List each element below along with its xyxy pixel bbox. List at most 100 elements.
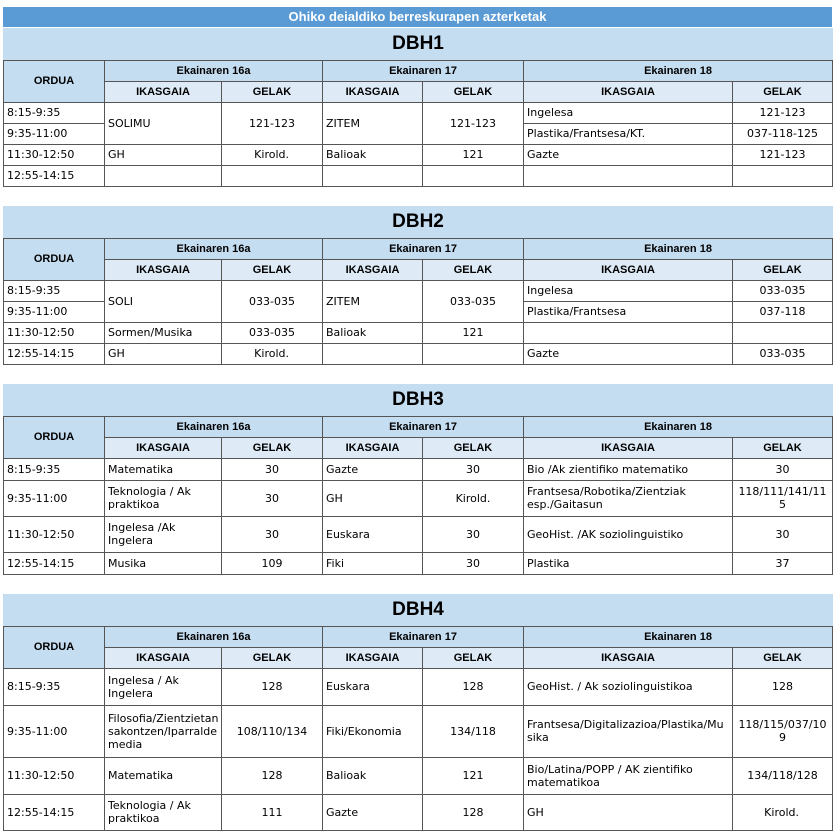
room-cell: Kirold.	[221, 342, 323, 365]
time-cell: 12:55-14:15	[3, 164, 105, 187]
subject-cell: Balioak	[322, 143, 423, 166]
subject-cell: GH	[322, 479, 423, 517]
dbh3-title: DBH3	[3, 384, 833, 417]
table-row: 11:30-12:50 Matematika 128 Balioak 121 B…	[3, 756, 833, 795]
subject-cell: Matematika	[104, 457, 222, 481]
ordua-header: ORDUA	[3, 415, 105, 459]
subject-cell: Matematika	[104, 756, 222, 795]
room-cell: 134/118	[422, 704, 524, 758]
subject-cell: Euskara	[322, 515, 423, 553]
subject-cell: Plastika/Frantsesa/KT.	[523, 122, 733, 145]
gelak-header: GELAK	[732, 646, 833, 669]
ikasgaia-header: IKASGAIA	[104, 436, 222, 459]
ikasgaia-header: IKASGAIA	[523, 80, 733, 103]
subject-cell: Ingelesa	[523, 279, 733, 302]
page-banner: Ohiko deialdiko berreskurapen azterketak	[3, 7, 832, 28]
table-row: 12:55-14:15 Musika 109 Fiki 30 Plastika …	[3, 551, 833, 575]
gelak-header: GELAK	[422, 80, 524, 103]
time-cell: 9:35-11:00	[3, 300, 105, 323]
room-cell: 128	[422, 667, 524, 706]
subject-cell: ZITEM	[322, 101, 423, 145]
room-cell: 037-118-125	[732, 122, 833, 145]
table-row: 8:15-9:35 SOLIMU 121-123 ZITEM 121-123 I…	[3, 101, 833, 145]
subject-cell: Teknologia / Ak praktikoa	[104, 793, 222, 831]
subject-cell: Gazte	[523, 342, 733, 365]
ikasgaia-header: IKASGAIA	[523, 258, 733, 281]
dbh4-table: DBH4 ORDUA Ekainaren 16a Ekainaren 17 Ek…	[3, 594, 833, 831]
subject-cell: Balioak	[322, 756, 423, 795]
ikasgaia-header: IKASGAIA	[322, 646, 423, 669]
room-cell: 121-123	[221, 101, 323, 145]
day-header: Ekainaren 17	[322, 237, 524, 260]
subject-cell: Fiki/Ekonomia	[322, 704, 423, 758]
room-cell: Kirold.	[221, 143, 323, 166]
ikasgaia-header: IKASGAIA	[104, 646, 222, 669]
room-cell: 128	[732, 667, 833, 706]
room-cell: 30	[422, 515, 524, 553]
room-cell: 033-035	[221, 279, 323, 323]
dbh2-section: DBH2 ORDUA Ekainaren 16a Ekainaren 17 Ek…	[3, 206, 833, 365]
dbh2-title: DBH2	[3, 206, 833, 239]
time-cell: 8:15-9:35	[3, 101, 105, 124]
table-row: 9:35-11:00 Plastika/Frantsesa 037-118	[3, 300, 833, 323]
room-cell: 128	[221, 756, 323, 795]
subject-cell: GeoHist. / Ak soziolinguistikoa	[523, 667, 733, 706]
room-cell: 30	[221, 515, 323, 553]
subject-cell: Ingelesa	[523, 101, 733, 124]
gelak-header: GELAK	[422, 646, 524, 669]
table-row: 11:30-12:50 Ingelesa /Ak Ingelera 30 Eus…	[3, 515, 833, 553]
table-row: 8:15-9:35 Ingelesa / Ak Ingelera 128 Eus…	[3, 667, 833, 706]
time-cell: 11:30-12:50	[3, 515, 105, 553]
day-header: Ekainaren 18	[523, 237, 833, 260]
subject-cell: GeoHist. /AK soziolinguistiko	[523, 515, 733, 553]
subject-cell: Plastika/Frantsesa	[523, 300, 733, 323]
subject-cell: SOLI	[104, 279, 222, 323]
day-header: Ekainaren 17	[322, 415, 524, 438]
room-cell	[732, 321, 833, 344]
subject-cell	[322, 342, 423, 365]
table-row: 12:55-14:15	[3, 164, 833, 187]
time-cell: 9:35-11:00	[3, 704, 105, 758]
ikasgaia-header: IKASGAIA	[322, 258, 423, 281]
room-cell: Kirold.	[422, 479, 524, 517]
day-header: Ekainaren 16a	[104, 59, 323, 82]
gelak-header: GELAK	[422, 436, 524, 459]
table-row: 11:30-12:50 Sormen/Musika 033-035 Balioa…	[3, 321, 833, 344]
dbh3-section: DBH3 ORDUA Ekainaren 16a Ekainaren 17 Ek…	[3, 384, 833, 575]
subject-cell: GH	[523, 793, 733, 831]
ikasgaia-header: IKASGAIA	[104, 80, 222, 103]
subject-cell	[523, 164, 733, 187]
table-row: 8:15-9:35 Matematika 30 Gazte 30 Bio /Ak…	[3, 457, 833, 481]
subject-cell: Bio /Ak zientifiko matematiko	[523, 457, 733, 481]
time-cell: 12:55-14:15	[3, 342, 105, 365]
subject-cell: Euskara	[322, 667, 423, 706]
time-cell: 9:35-11:00	[3, 479, 105, 517]
table-row: 11:30-12:50 GH Kirold. Balioak 121 Gazte…	[3, 143, 833, 166]
day-header: Ekainaren 16a	[104, 237, 323, 260]
gelak-header: GELAK	[732, 436, 833, 459]
room-cell: 30	[422, 457, 524, 481]
table-row: 9:35-11:00 Filosofia/Zientzietan sakontz…	[3, 704, 833, 758]
subject-cell: Plastika	[523, 551, 733, 575]
room-cell: 121	[422, 321, 524, 344]
room-cell: 128	[221, 667, 323, 706]
room-cell: 121-123	[732, 143, 833, 166]
room-cell: 30	[221, 479, 323, 517]
dbh3-table: DBH3 ORDUA Ekainaren 16a Ekainaren 17 Ek…	[3, 384, 833, 575]
room-cell: Kirold.	[732, 793, 833, 831]
subject-cell	[523, 321, 733, 344]
subject-cell: GH	[104, 143, 222, 166]
room-cell: 111	[221, 793, 323, 831]
dbh4-title: DBH4	[3, 594, 833, 627]
room-cell	[422, 342, 524, 365]
ordua-header: ORDUA	[3, 59, 105, 103]
room-cell: 30	[732, 515, 833, 553]
time-cell: 8:15-9:35	[3, 457, 105, 481]
day-header: Ekainaren 18	[523, 59, 833, 82]
ikasgaia-header: IKASGAIA	[322, 436, 423, 459]
day-header: Ekainaren 16a	[104, 415, 323, 438]
room-cell: 37	[732, 551, 833, 575]
subject-cell: SOLIMU	[104, 101, 222, 145]
room-cell: 109	[221, 551, 323, 575]
time-cell: 11:30-12:50	[3, 756, 105, 795]
